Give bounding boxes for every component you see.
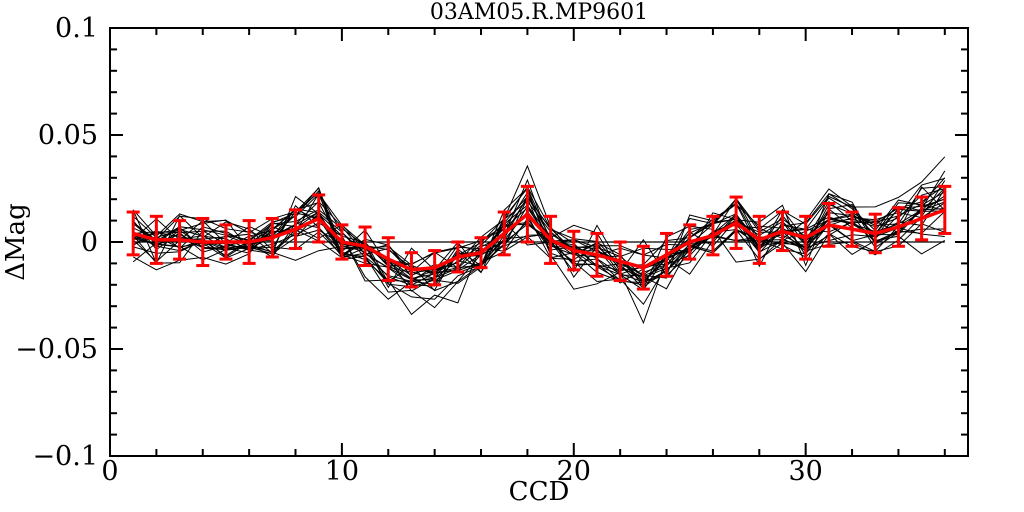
mean-series [126, 184, 952, 291]
ensemble-line [132, 156, 946, 288]
mean-line [132, 208, 946, 272]
ensemble-line [133, 223, 945, 273]
y-tick-labels: −0.1 −0.05 0 0.05 0.1 [15, 13, 98, 472]
x-tick-label: 20 [557, 456, 591, 487]
x-tick-labels: 0 10 20 30 [101, 456, 822, 487]
ensemble-line [133, 191, 945, 282]
y-axis-ticks [110, 27, 968, 457]
y-axis-label: ΔMag [1, 203, 31, 281]
ensemble-line [133, 211, 946, 284]
chart-title: 03AM05.R.MP9601 [430, 0, 648, 25]
y-tick-label: 0.05 [38, 120, 98, 151]
x-tick-label: 0 [101, 456, 118, 487]
ensemble-line [133, 195, 946, 281]
y-tick-label: −0.1 [32, 441, 98, 472]
ensemble-line [132, 178, 946, 291]
x-axis-ticks [109, 28, 946, 456]
ensemble-line [132, 221, 946, 291]
x-tick-label: 10 [325, 456, 359, 487]
y-tick-label: 0 [81, 227, 98, 258]
x-axis-label: CCD [509, 477, 570, 507]
ensemble-line [133, 188, 946, 268]
y-tick-label: 0.1 [55, 13, 98, 44]
y-tick-label: −0.05 [15, 334, 98, 365]
x-tick-label: 30 [788, 456, 822, 487]
